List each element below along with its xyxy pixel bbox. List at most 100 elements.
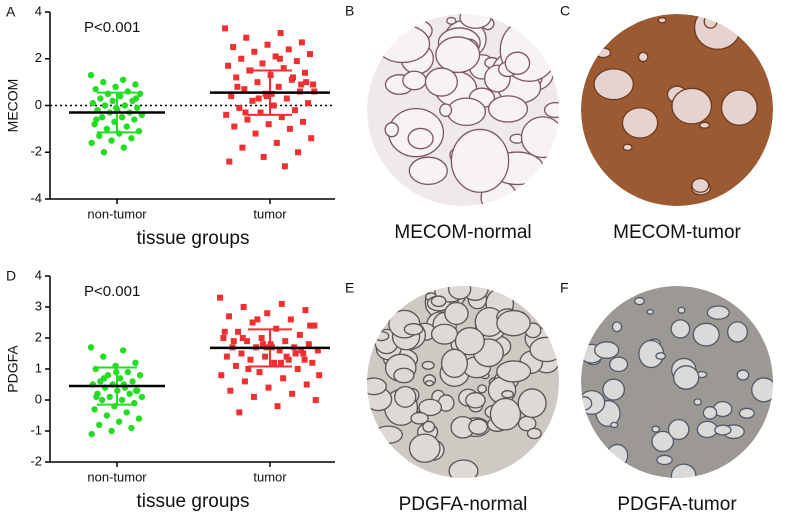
tissue-texture (402, 70, 427, 91)
tissue-texture (439, 103, 453, 118)
data-point (276, 347, 283, 354)
data-point (91, 406, 98, 413)
data-point (305, 341, 312, 348)
x-tick-label: tumor (253, 469, 287, 484)
tissue-texture (448, 459, 479, 478)
data-point (228, 93, 235, 100)
data-point (241, 86, 248, 93)
data-point (106, 393, 113, 401)
data-point (220, 335, 227, 341)
data-point (275, 83, 282, 90)
tissue-texture (430, 295, 447, 308)
data-point (316, 372, 323, 379)
data-point (294, 366, 301, 372)
data-point (254, 79, 261, 86)
tissue-texture (621, 107, 659, 139)
data-point (238, 350, 245, 357)
tissue-texture (448, 286, 472, 300)
data-point (296, 331, 303, 338)
data-point (286, 125, 293, 132)
data-point (290, 74, 297, 81)
tissue-texture (410, 411, 429, 425)
data-point (250, 393, 257, 400)
y-axis-label: PDGFA (5, 345, 21, 393)
data-point (128, 135, 135, 142)
tissue-texture (657, 17, 667, 24)
data-point (236, 104, 243, 111)
data-point (259, 341, 266, 348)
data-point (100, 353, 107, 360)
tissue-texture (418, 398, 443, 417)
tissue-texture (403, 323, 424, 336)
data-point (283, 353, 290, 360)
data-point (98, 113, 106, 121)
tissue-texture (446, 16, 457, 25)
data-point (138, 393, 146, 401)
data-point (132, 387, 140, 394)
tissue-texture (692, 322, 720, 347)
data-point (231, 123, 238, 130)
tissue-texture (633, 296, 645, 306)
tissue-texture (408, 433, 441, 463)
data-point (265, 384, 272, 391)
data-point (236, 409, 243, 416)
tissue-texture (611, 321, 623, 333)
tissue-texture (526, 427, 542, 440)
panel-label: A (6, 4, 16, 20)
tissue-texture (440, 348, 469, 379)
data-point (93, 116, 100, 123)
data-point (241, 378, 248, 385)
data-point (108, 137, 115, 144)
y-tick-label: -1 (30, 422, 42, 437)
tissue-texture (693, 398, 702, 406)
data-point (245, 366, 252, 372)
tissue-texture (373, 425, 404, 444)
data-point (264, 41, 271, 48)
tissue-texture (727, 321, 748, 343)
data-point (101, 102, 109, 109)
data-point (305, 100, 312, 107)
tissue-texture (656, 454, 673, 466)
tissue-texture (610, 421, 619, 429)
data-point (280, 65, 287, 72)
data-point (258, 335, 265, 341)
y-tick-label: 0 (35, 97, 42, 112)
tissue-texture (606, 443, 629, 468)
tissue-texture (430, 323, 459, 345)
panel-label: E (345, 280, 354, 296)
data-point (277, 30, 284, 37)
data-point (124, 368, 132, 376)
tissue-texture (517, 388, 547, 419)
data-point (309, 359, 316, 366)
tissue-texture (706, 305, 730, 320)
tissue-texture (435, 36, 481, 74)
data-point (98, 396, 106, 404)
panel-label: D (6, 268, 16, 284)
tissue-texture (720, 89, 758, 126)
data-point (311, 322, 318, 329)
data-point (108, 427, 115, 435)
tissue-texture (424, 380, 435, 387)
data-point (255, 95, 262, 102)
tissue-texture (504, 51, 531, 75)
data-point (298, 81, 305, 88)
data-point (278, 114, 285, 121)
image-caption: MECOM-normal (394, 222, 531, 243)
data-point (132, 81, 139, 88)
tissue-texture (703, 14, 718, 29)
data-point (118, 396, 126, 404)
data-point (277, 359, 284, 366)
data-point (282, 338, 289, 345)
data-point (100, 375, 108, 382)
data-point (260, 153, 267, 160)
data-point (92, 85, 99, 93)
data-point (252, 130, 259, 137)
image-caption: PDGFA-tumor (617, 494, 737, 515)
data-point (218, 372, 225, 379)
x-tick-label: tumor (253, 206, 287, 221)
data-point (285, 46, 292, 53)
data-point (128, 424, 135, 432)
tissue-texture (367, 377, 387, 396)
y-tick-label: -2 (30, 144, 42, 159)
